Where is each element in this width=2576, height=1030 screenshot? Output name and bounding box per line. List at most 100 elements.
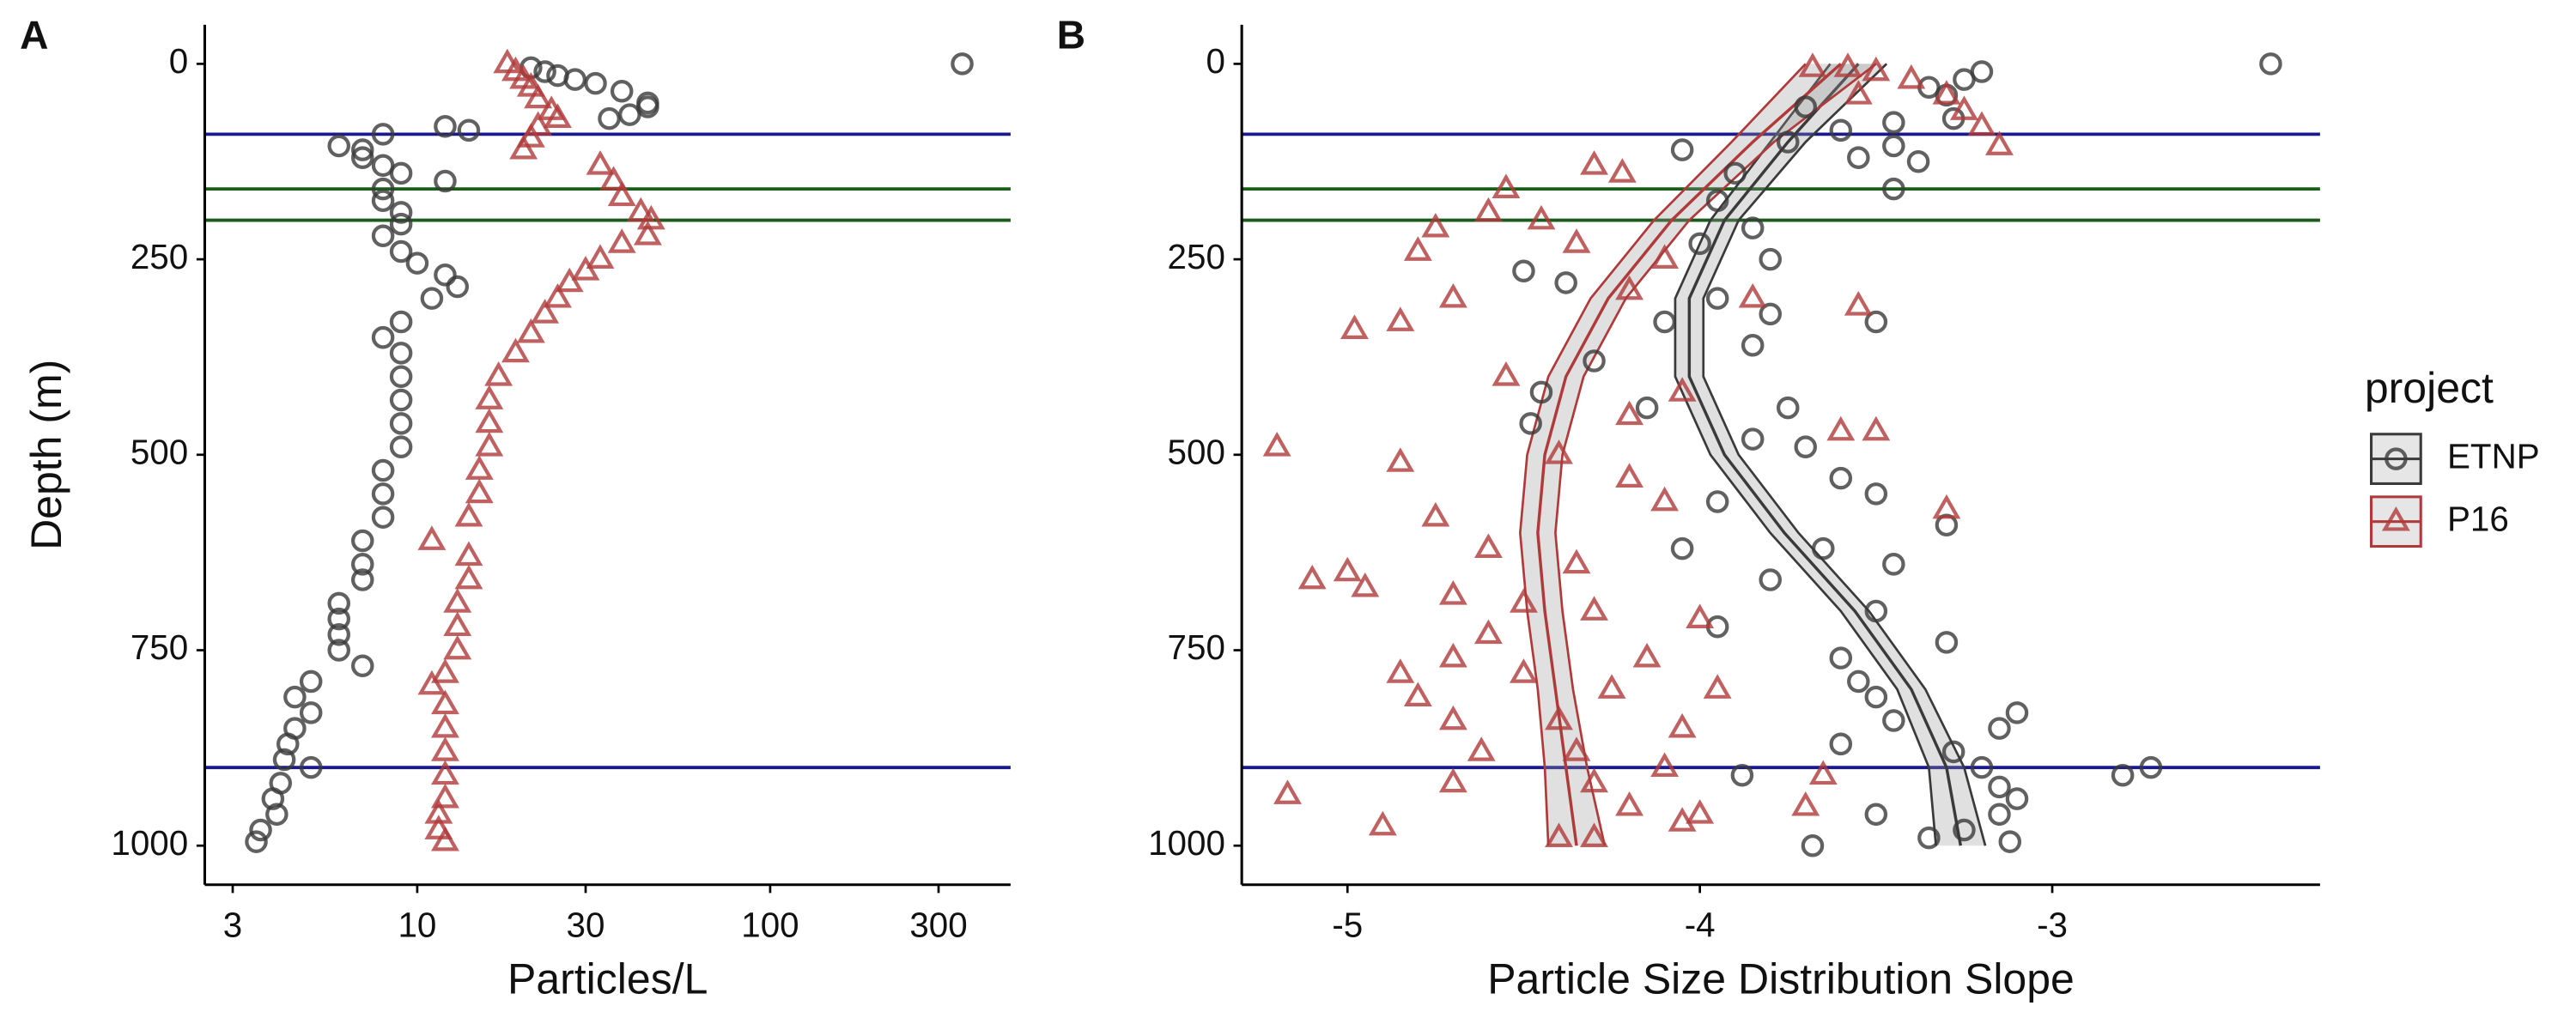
point bbox=[1297, 564, 1327, 590]
confidence-band bbox=[1520, 64, 1876, 846]
point bbox=[276, 732, 300, 756]
y-tick-label: 750 bbox=[131, 627, 188, 667]
point bbox=[544, 103, 572, 129]
panel-label: A bbox=[20, 12, 48, 57]
point bbox=[1844, 291, 1873, 316]
point bbox=[443, 611, 472, 637]
point bbox=[1650, 752, 1680, 778]
y-tick-label: 0 bbox=[169, 41, 188, 81]
point bbox=[618, 103, 641, 126]
point bbox=[446, 275, 470, 299]
point bbox=[1829, 732, 1853, 756]
point bbox=[555, 267, 584, 293]
point bbox=[1562, 548, 1591, 574]
point bbox=[1686, 603, 1715, 628]
x-tick-label: -5 bbox=[1332, 905, 1363, 944]
point bbox=[1741, 216, 1765, 239]
point bbox=[272, 748, 296, 772]
point bbox=[1386, 658, 1415, 683]
point bbox=[1949, 95, 1978, 120]
point bbox=[1864, 482, 1888, 506]
point bbox=[1882, 709, 1905, 732]
point bbox=[443, 634, 472, 660]
point bbox=[1438, 642, 1467, 668]
point bbox=[607, 228, 636, 253]
point bbox=[2005, 787, 2029, 810]
legend-marker bbox=[2381, 506, 2410, 531]
point bbox=[1562, 228, 1591, 253]
point bbox=[1988, 775, 2011, 799]
point bbox=[1723, 161, 1747, 185]
x-tick-label: 100 bbox=[741, 905, 799, 944]
point bbox=[261, 787, 285, 810]
point bbox=[951, 52, 974, 76]
point bbox=[1492, 361, 1521, 386]
point bbox=[1738, 282, 1767, 308]
point bbox=[371, 458, 395, 482]
point bbox=[1829, 466, 1853, 490]
point bbox=[1368, 810, 1397, 836]
point bbox=[1808, 760, 1838, 785]
point bbox=[599, 166, 629, 191]
y-tick-label: 500 bbox=[131, 432, 188, 471]
point bbox=[1545, 439, 1573, 464]
point bbox=[1529, 380, 1553, 404]
point bbox=[1510, 658, 1538, 683]
point bbox=[1632, 642, 1662, 668]
point bbox=[1421, 501, 1450, 527]
point bbox=[371, 177, 395, 201]
y-tick-label: 1000 bbox=[111, 823, 188, 863]
point bbox=[1635, 396, 1659, 420]
point bbox=[571, 256, 600, 281]
point bbox=[1438, 767, 1467, 793]
point bbox=[598, 106, 621, 130]
point bbox=[327, 623, 351, 646]
point bbox=[417, 670, 447, 695]
point bbox=[431, 826, 459, 851]
point bbox=[350, 138, 374, 161]
y-tick-label: 1000 bbox=[1148, 823, 1225, 863]
point bbox=[389, 310, 413, 334]
y-tick-label: 250 bbox=[1168, 237, 1225, 276]
point bbox=[454, 501, 483, 527]
point bbox=[389, 212, 413, 236]
point bbox=[1670, 138, 1694, 161]
point bbox=[389, 239, 413, 264]
point bbox=[371, 482, 395, 506]
point bbox=[1510, 588, 1538, 613]
point bbox=[1776, 130, 1800, 154]
point bbox=[475, 431, 504, 457]
point bbox=[1935, 631, 1959, 654]
point bbox=[1985, 130, 2014, 155]
point bbox=[1882, 111, 1905, 134]
point bbox=[350, 553, 374, 576]
point bbox=[524, 83, 553, 109]
point bbox=[1759, 302, 1782, 326]
point bbox=[350, 568, 374, 591]
x-tick-label: 30 bbox=[567, 905, 605, 944]
point bbox=[1967, 111, 1996, 136]
point bbox=[299, 670, 323, 694]
point bbox=[626, 197, 655, 222]
point bbox=[1650, 244, 1680, 269]
point bbox=[1741, 427, 1765, 451]
point bbox=[1953, 818, 1976, 842]
point bbox=[371, 506, 395, 529]
point bbox=[327, 639, 351, 662]
point bbox=[1864, 803, 1888, 827]
legend-label: P16 bbox=[2447, 499, 2509, 538]
point bbox=[1467, 736, 1496, 761]
point bbox=[1545, 705, 1573, 730]
point bbox=[389, 365, 413, 388]
point bbox=[1826, 415, 1856, 441]
point bbox=[417, 525, 447, 550]
point bbox=[1953, 68, 1976, 91]
point bbox=[350, 146, 374, 169]
point bbox=[2111, 763, 2135, 787]
point bbox=[434, 169, 457, 193]
point bbox=[389, 201, 413, 224]
point bbox=[465, 478, 494, 504]
point bbox=[1473, 197, 1503, 222]
point bbox=[636, 95, 659, 118]
